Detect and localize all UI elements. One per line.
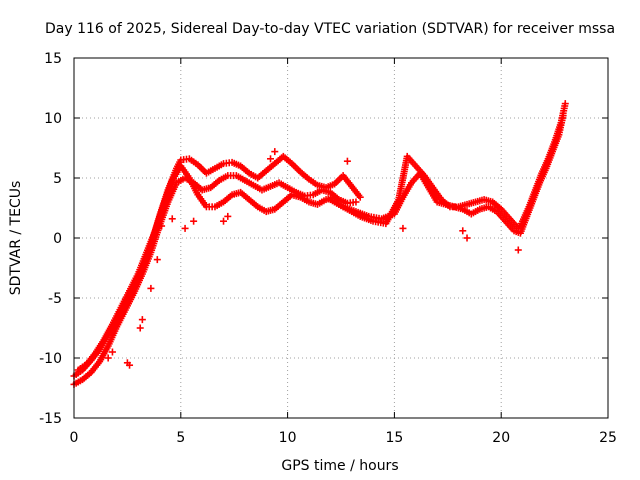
data-point — [108, 348, 116, 356]
data-point — [514, 246, 522, 254]
y-tick-label: 0 — [53, 231, 62, 247]
chart-title: Day 116 of 2025, Sidereal Day-to-day VTE… — [45, 21, 615, 37]
data-point — [343, 157, 351, 165]
data-point — [399, 224, 407, 232]
y-tick-label: -5 — [48, 291, 62, 307]
data-point — [147, 284, 155, 292]
y-tick-label: 15 — [44, 51, 62, 67]
data-point — [356, 193, 364, 201]
x-tick-label: 10 — [279, 430, 297, 446]
y-tick-label: 10 — [44, 111, 62, 127]
grid-lines — [74, 58, 608, 418]
data-point — [168, 215, 176, 223]
y-tick-label: -10 — [39, 351, 62, 367]
data-point — [190, 217, 198, 225]
x-tick-label: 20 — [492, 430, 510, 446]
y-tick-labels: -15 -10 -5 0 5 10 15 — [39, 51, 62, 427]
x-tick-label: 25 — [599, 430, 617, 446]
data-point — [181, 224, 189, 232]
data-point — [126, 361, 134, 369]
data-point — [104, 354, 112, 362]
y-tick-label: 5 — [53, 171, 62, 187]
data-markers — [70, 100, 569, 388]
x-tick-label: 0 — [70, 430, 79, 446]
x-tick-labels: 0 5 10 15 20 25 — [70, 430, 617, 446]
data-point — [267, 155, 275, 163]
data-point — [153, 256, 161, 264]
data-point — [220, 217, 228, 225]
data-point — [138, 316, 146, 324]
x-axis-label: GPS time / hours — [281, 458, 398, 474]
data-point — [352, 198, 360, 206]
x-tick-label: 5 — [176, 430, 185, 446]
axis-ticks — [73, 57, 609, 419]
data-point — [224, 212, 232, 220]
y-tick-label: -15 — [39, 411, 62, 427]
data-point — [459, 227, 467, 235]
data-point — [271, 148, 279, 156]
data-point — [158, 222, 166, 230]
data-point — [136, 324, 144, 332]
x-tick-label: 15 — [385, 430, 403, 446]
data-point — [561, 100, 569, 108]
y-axis-label: SDTVAR / TECUs — [8, 181, 24, 296]
data-point — [463, 234, 471, 242]
